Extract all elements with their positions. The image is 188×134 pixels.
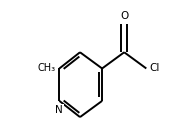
Text: N: N: [55, 105, 63, 115]
Text: O: O: [120, 11, 128, 21]
Text: Cl: Cl: [149, 64, 160, 73]
Text: CH₃: CH₃: [38, 64, 56, 73]
